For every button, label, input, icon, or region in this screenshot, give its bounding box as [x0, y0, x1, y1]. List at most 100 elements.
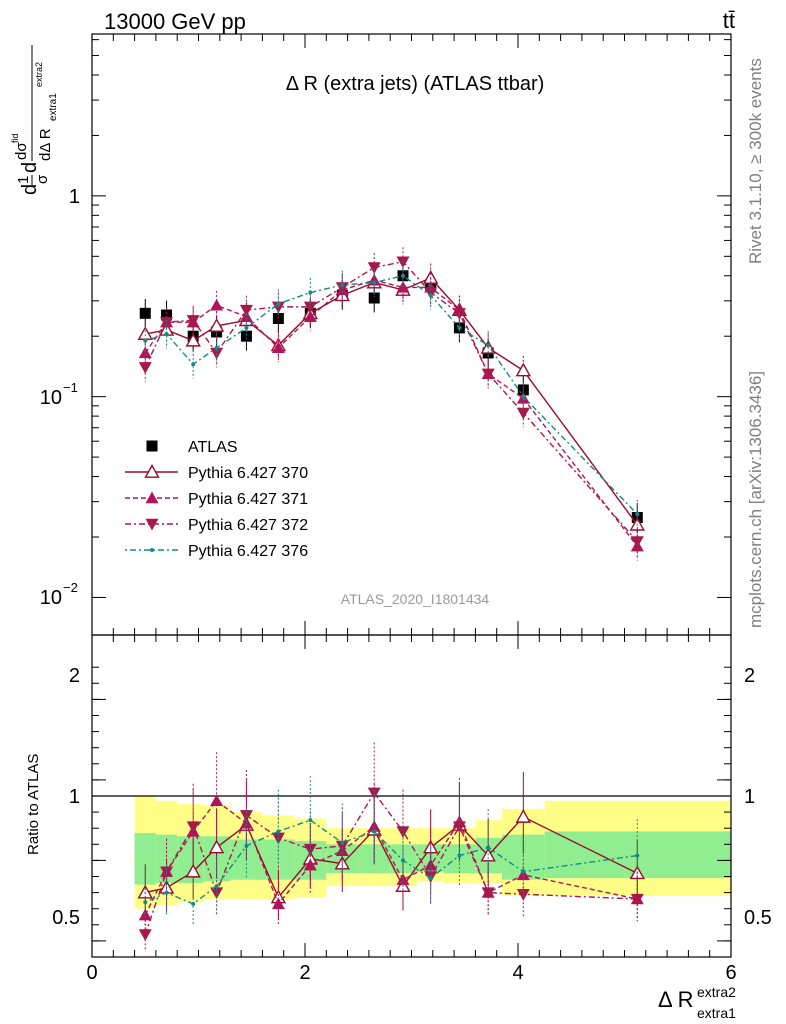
- ratio-point-3-14: [635, 853, 640, 858]
- main-series-group: [137, 247, 645, 561]
- main-point-4-10: [428, 293, 433, 298]
- main-point-4-8: [372, 280, 377, 285]
- main-point-4-9: [400, 273, 405, 278]
- legend-label-3: Pythia 6.427 372: [188, 517, 308, 534]
- ratio-y-tick-0.5-left: 0.5: [52, 907, 80, 929]
- ratio-point-2-2: [186, 821, 200, 834]
- ratio-point-0-2: [185, 863, 201, 878]
- ratio-point-3-7: [340, 840, 345, 845]
- ratio-y-tick-2-right: 2: [744, 665, 755, 687]
- svg-text:10: 10: [40, 587, 62, 609]
- y-tick-label-0.1: 10 −1: [40, 380, 78, 409]
- main-point-0-1: [161, 309, 173, 321]
- main-point-3-0: [138, 362, 152, 374]
- main-point-3-8: [367, 262, 381, 274]
- main-point-4-2: [191, 362, 196, 367]
- ratio-point-2-0: [138, 929, 152, 941]
- ratio-point-3-12: [486, 845, 491, 850]
- analysis-watermark: ATLAS_2020_I1801434: [341, 591, 490, 607]
- svg-text:10: 10: [40, 387, 62, 409]
- main-point-3-6: [303, 301, 317, 314]
- main-point-4-1: [164, 332, 169, 337]
- ratio-point-3-10: [428, 876, 433, 881]
- svg-text:extra1: extra1: [48, 93, 59, 121]
- legend-label-2: Pythia 6.427 371: [188, 491, 308, 508]
- axis-ticks: [91, 34, 732, 957]
- main-point-3-5: [271, 301, 285, 314]
- main-point-3-14: [630, 536, 644, 548]
- x-tick-0: 0: [86, 962, 97, 984]
- legend-label-0: ATLAS: [188, 439, 238, 456]
- x-tick-6: 6: [725, 962, 736, 984]
- ratio-y-tick-1-left: 1: [69, 786, 80, 808]
- main-point-2-3: [210, 298, 224, 311]
- svg-text:σ: σ: [34, 174, 51, 184]
- legend-label-1: Pythia 6.427 370: [188, 465, 308, 482]
- svg-text:−1: −1: [63, 380, 78, 395]
- ratio-point-3-1: [164, 890, 169, 895]
- x-axis-title: Δ R extra2 extra1: [658, 984, 736, 1021]
- ratio-series-group: [137, 742, 645, 951]
- main-point-3-2: [186, 315, 200, 327]
- y-tick-label-1: 1: [69, 186, 80, 208]
- x-tick-2: 2: [299, 962, 310, 984]
- main-point-4-7: [340, 282, 345, 287]
- ratio-point-3-8: [372, 829, 377, 834]
- legend-marker-4: [150, 548, 154, 552]
- y-tick-label-0.01: 10 −2: [40, 580, 78, 609]
- main-point-4-12: [486, 343, 491, 348]
- svg-text:dσ: dσ: [13, 142, 30, 160]
- ratio-point-3-5: [276, 829, 281, 834]
- legend-marker-2: [145, 491, 159, 504]
- ratio-point-2-8: [367, 787, 381, 800]
- process-label: 13000 GeV pp: [104, 9, 246, 34]
- main-point-4-6: [308, 290, 313, 295]
- main-point-4-3: [214, 345, 219, 350]
- main-point-0-8: [368, 292, 380, 304]
- svg-text:1: 1: [15, 176, 32, 184]
- band-green-0: [134, 833, 156, 885]
- ratio-point-2-7: [335, 840, 349, 853]
- ratio-y-tick-0.5-right: 0.5: [744, 907, 772, 929]
- y-axis-title-main: d 1 σ d dσ fid dΔ R extra1 extra2: [10, 45, 59, 195]
- ratio-point-3-13: [521, 869, 526, 874]
- main-point-4-11: [457, 325, 462, 330]
- svg-text:d: d: [19, 162, 41, 173]
- svg-text:Δ R: Δ R: [658, 987, 693, 1012]
- svg-text:fid: fid: [10, 133, 20, 143]
- ratio-point-2-12: [481, 887, 495, 900]
- main-point-2-0: [138, 346, 152, 359]
- main-title: Δ R (extra jets) (ATLAS ttbar): [286, 73, 545, 95]
- ratio-point-3-3: [214, 884, 219, 889]
- svg-text:−2: −2: [63, 580, 78, 595]
- main-point-4-14: [635, 512, 640, 517]
- main-point-0-4: [240, 330, 252, 342]
- x-tick-4: 4: [512, 962, 523, 984]
- ratio-point-3-11: [457, 853, 462, 858]
- main-point-0-5: [272, 313, 284, 325]
- main-point-3-4: [239, 304, 253, 317]
- main-point-4-5: [276, 301, 281, 306]
- ratio-y-tick-2-left: 2: [69, 665, 80, 687]
- y-axis-title-ratio: Ratio to ATLAS: [25, 754, 42, 855]
- main-point-4-13: [521, 394, 526, 399]
- main-point-3-13: [516, 407, 530, 420]
- ratio-point-0-13: [515, 808, 532, 823]
- ratio-point-3-4: [244, 843, 249, 848]
- ratio-point-3-0: [143, 900, 148, 905]
- main-point-4-4: [244, 325, 249, 330]
- main-line-1: [145, 277, 638, 526]
- ratio-point-3-2: [191, 901, 196, 906]
- svg-text:extra2: extra2: [697, 984, 736, 1000]
- legend: ATLAS Pythia 6.427 370 Pythia 6.427 371 Pyt…: [125, 439, 308, 560]
- legend-label-4: Pythia 6.427 376: [188, 543, 308, 560]
- main-point-2-6: [303, 310, 317, 322]
- main-point-3-12: [481, 368, 495, 381]
- ratio-point-2-14: [630, 893, 644, 906]
- svg-text:dΔ R: dΔ R: [37, 128, 54, 161]
- ratio-y-tick-1-right: 1: [744, 786, 755, 808]
- main-point-4-0: [143, 338, 148, 343]
- ratio-point-3-6: [308, 818, 313, 823]
- final-state-label: tt̄: [723, 8, 735, 33]
